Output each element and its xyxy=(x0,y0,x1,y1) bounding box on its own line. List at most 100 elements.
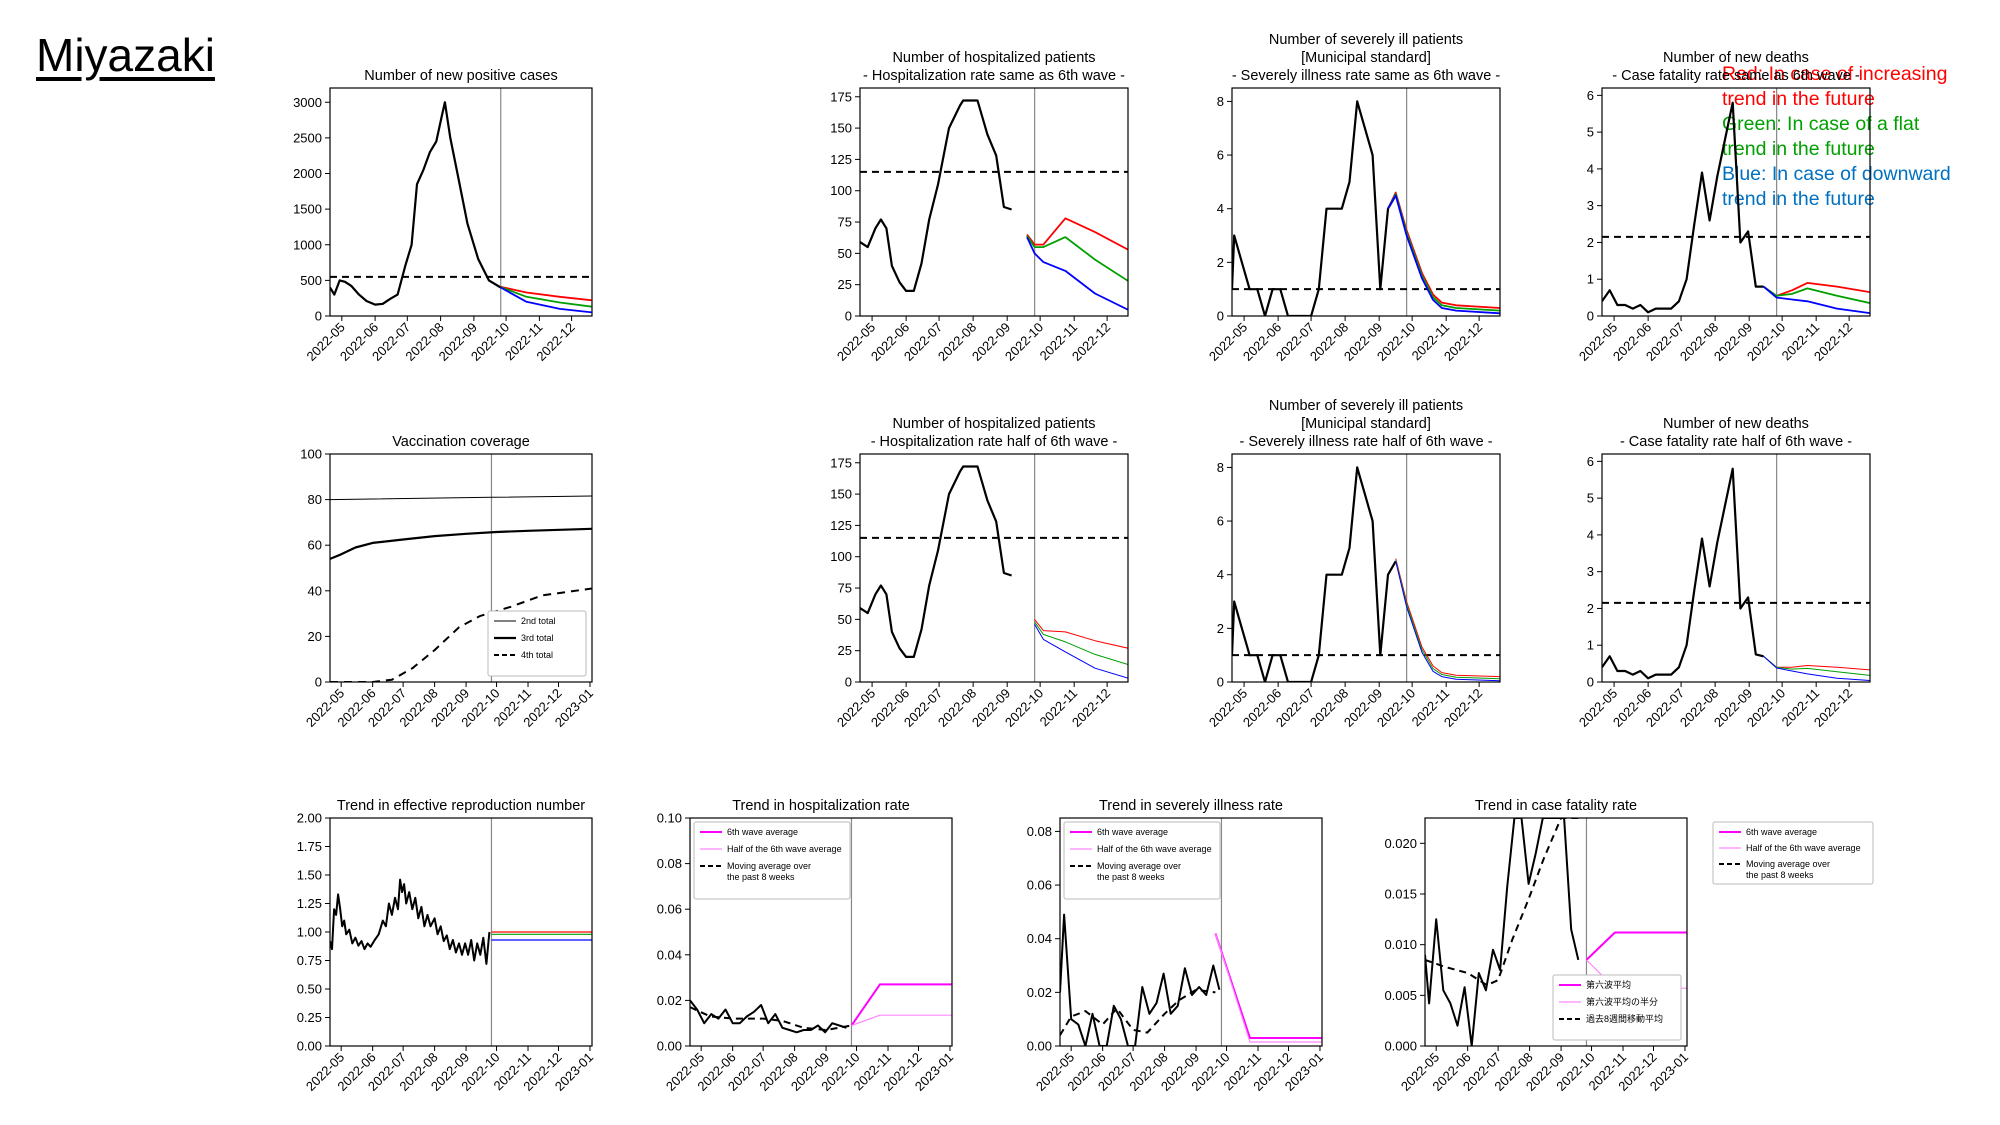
y-tick-label: 3 xyxy=(1587,564,1594,579)
chart-title: - Hospitalization rate same as 6th wave … xyxy=(863,68,1125,84)
chart-legend: 2nd total 3rd total 4th total xyxy=(487,610,587,677)
legend-label: 第六波平均 xyxy=(1586,979,1631,990)
series-group xyxy=(690,983,952,1034)
plot-frame xyxy=(329,87,593,317)
series-line xyxy=(1387,191,1500,309)
chart-new-cases: Number of new positive cases 0 500 1000 1500… xyxy=(293,68,593,364)
y-tick-label: 0.005 xyxy=(1384,988,1417,1003)
y-tick-label: 20 xyxy=(308,629,322,644)
series-line xyxy=(1026,236,1128,311)
y-tick-label: 0.08 xyxy=(1027,824,1052,839)
y-tick-label: 500 xyxy=(300,273,322,288)
chart-title: Number of severely ill patients xyxy=(1269,398,1463,414)
chart-deaths-half: Number of new deaths - Case fatality rate… xyxy=(1576,416,1871,730)
y-tick-label: 0.010 xyxy=(1384,937,1417,952)
y-tick-label: 50 xyxy=(838,612,852,627)
series-group xyxy=(330,101,592,314)
series-line xyxy=(1395,558,1500,678)
chart-cfr: Trend in case fatality rate 0.000 0.005 0.0… xyxy=(1384,798,1691,1094)
y-tick-label: 0 xyxy=(1587,675,1594,690)
y-tick-label: 0 xyxy=(1587,309,1594,324)
y-tick-label: 2 xyxy=(1587,235,1594,250)
plot-frame xyxy=(1231,87,1501,317)
series-group xyxy=(1602,101,1870,314)
chart-severe-6th: Number of severely ill patients [Municipa… xyxy=(1206,32,1501,364)
legend-box xyxy=(693,821,851,900)
series-line xyxy=(330,495,592,501)
chart-title: Trend in case fatality rate xyxy=(1475,798,1637,814)
series-line xyxy=(1060,913,1221,1046)
series-line xyxy=(500,286,592,314)
scenario-legend-note: Red: In case of increasing trend in the f… xyxy=(1722,62,1951,212)
plot-frame xyxy=(689,817,953,1047)
series-line xyxy=(1395,561,1500,682)
y-tick-label: 150 xyxy=(830,487,852,502)
legend-label: 4th total xyxy=(521,650,553,660)
legend-label: Half of the 6th wave average xyxy=(1746,843,1861,853)
y-tick-label: 8 xyxy=(1217,460,1224,475)
y-tick-label: 125 xyxy=(830,152,852,167)
y-tick-label: 3 xyxy=(1587,198,1594,213)
legend-box xyxy=(1712,821,1874,885)
y-tick-label: 2 xyxy=(1587,601,1594,616)
series-line xyxy=(1602,467,1764,680)
series-line xyxy=(1602,101,1764,314)
y-tick-label: 4 xyxy=(1217,567,1224,582)
y-tick-label: 6 xyxy=(1217,148,1224,163)
series-group xyxy=(1060,913,1322,1046)
plot-frame xyxy=(1424,817,1688,1047)
y-tick-label: 2 xyxy=(1217,255,1224,270)
plot-frame xyxy=(859,453,1129,683)
series-line xyxy=(690,1006,852,1031)
chart-title: [Municipal standard] xyxy=(1301,50,1431,66)
y-tick-label: 2 xyxy=(1217,621,1224,636)
series-line xyxy=(1026,235,1128,282)
chart-title: Trend in hospitalization rate xyxy=(732,798,910,814)
legend-box xyxy=(1552,974,1682,1041)
series-line xyxy=(500,285,592,302)
series-line xyxy=(1387,194,1500,315)
y-tick-label: 1.75 xyxy=(297,839,322,854)
y-tick-label: 175 xyxy=(830,455,852,470)
legend-label: the past 8 weeks xyxy=(1746,870,1814,880)
chart-title: - Case fatality rate same as 6th wave - xyxy=(1612,68,1860,84)
chart-title: - Hospitalization rate half of 6th wave … xyxy=(871,434,1118,450)
legend-box xyxy=(487,610,587,677)
page-title: Miyazaki xyxy=(36,29,215,81)
y-tick-label: 6 xyxy=(1217,514,1224,529)
series-line xyxy=(1425,818,1579,987)
y-tick-label: 125 xyxy=(830,518,852,533)
series-line xyxy=(1425,818,1580,1046)
legend-note-line: trend in the future xyxy=(1722,88,1875,110)
y-tick-label: 0.04 xyxy=(657,947,682,962)
legend-label: the past 8 weeks xyxy=(1097,872,1165,882)
series-group xyxy=(1232,466,1500,682)
y-tick-label: 2500 xyxy=(293,130,322,145)
chart-title: Trend in effective reproduction number xyxy=(337,798,585,814)
y-tick-label: 0.015 xyxy=(1384,887,1417,902)
y-tick-label: 1.00 xyxy=(297,925,322,940)
y-tick-label: 0.50 xyxy=(297,982,322,997)
legend-label: 6th wave average xyxy=(1097,827,1168,837)
series-line xyxy=(1762,285,1870,304)
y-tick-label: 6 xyxy=(1587,454,1594,469)
chart-title: Number of new deaths xyxy=(1663,50,1809,66)
y-tick-label: 5 xyxy=(1587,491,1594,506)
y-tick-label: 175 xyxy=(830,89,852,104)
legend-label: 第六波平均の半分 xyxy=(1586,996,1658,1007)
y-tick-label: 0 xyxy=(845,675,852,690)
legend-box xyxy=(1063,821,1221,900)
y-tick-label: 75 xyxy=(838,215,852,230)
chart-title: Number of new positive cases xyxy=(364,68,557,84)
y-tick-label: 80 xyxy=(308,492,322,507)
chart-title: [Municipal standard] xyxy=(1301,416,1431,432)
y-tick-label: 0 xyxy=(845,309,852,324)
y-tick-label: 50 xyxy=(838,246,852,261)
y-tick-label: 6 xyxy=(1587,88,1594,103)
legend-label: Moving average over xyxy=(1097,861,1181,871)
chart-legend: 6th wave average Half of the 6th wave ave… xyxy=(1063,821,1221,900)
y-tick-label: 1000 xyxy=(293,237,322,252)
series-line xyxy=(851,1014,952,1027)
plot-frame xyxy=(859,87,1129,317)
